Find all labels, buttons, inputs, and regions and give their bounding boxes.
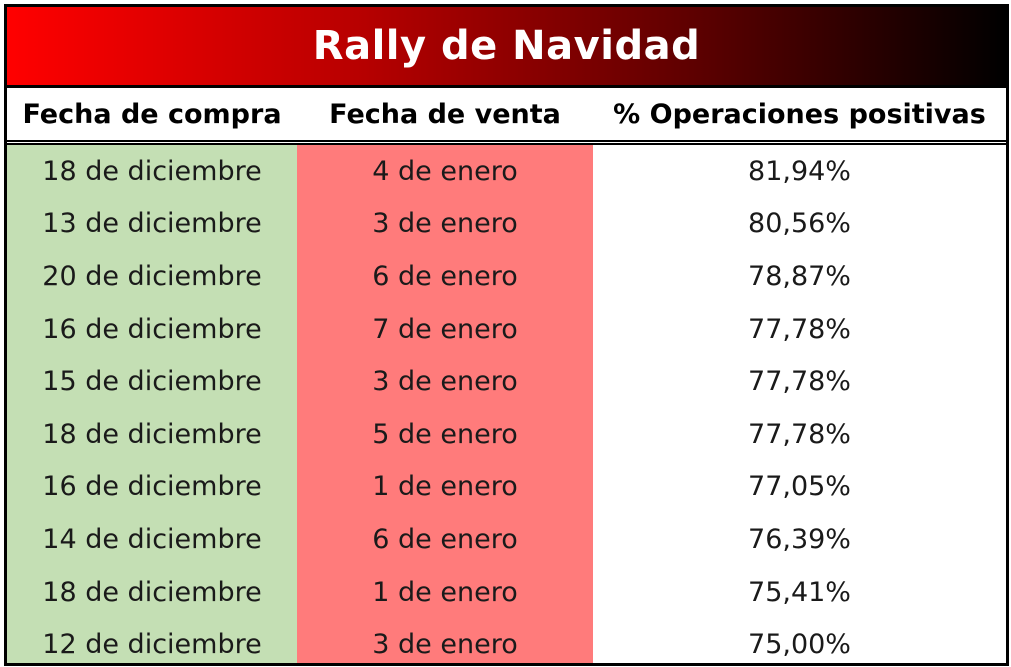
- cell-porcentaje: 77,78%: [748, 366, 851, 398]
- header-fecha-venta: Fecha de venta: [329, 98, 561, 130]
- cell-fecha-compra: 12 de diciembre: [42, 629, 262, 661]
- cell-fecha-compra: 14 de diciembre: [42, 523, 262, 555]
- cell-fecha-venta: 1 de enero: [372, 471, 518, 503]
- buy-column-background: [7, 145, 297, 663]
- cell-fecha-compra: 18 de diciembre: [42, 155, 262, 187]
- cell-porcentaje: 80,56%: [748, 208, 851, 240]
- cell-porcentaje: 77,78%: [748, 418, 851, 450]
- table-title: Rally de Navidad: [312, 23, 701, 69]
- table-title-bar: Rally de Navidad: [7, 7, 1006, 88]
- cell-fecha-compra: 15 de diciembre: [42, 366, 262, 398]
- cell-porcentaje: 77,05%: [748, 471, 851, 503]
- cell-porcentaje: 75,41%: [748, 576, 851, 608]
- cell-porcentaje: 81,94%: [748, 155, 851, 187]
- table-row: 13 de diciembre 3 de enero 80,56%: [7, 198, 1006, 251]
- cell-porcentaje: 75,00%: [748, 629, 851, 661]
- table-row: 18 de diciembre 5 de enero 77,78%: [7, 408, 1006, 461]
- cell-porcentaje: 78,87%: [748, 260, 851, 292]
- sell-column-background: [297, 145, 593, 663]
- table-row: 16 de diciembre 1 de enero 77,05%: [7, 461, 1006, 514]
- table-row: 18 de diciembre 1 de enero 75,41%: [7, 566, 1006, 619]
- header-row: Fecha de compra Fecha de venta % Operaci…: [7, 88, 1006, 145]
- table-row: 12 de diciembre 3 de enero 75,00%: [7, 618, 1006, 663]
- header-operaciones-positivas: % Operaciones positivas: [613, 98, 986, 130]
- cell-fecha-venta: 1 de enero: [372, 576, 518, 608]
- cell-porcentaje: 77,78%: [748, 313, 851, 345]
- table-row: 16 de diciembre 7 de enero 77,78%: [7, 303, 1006, 356]
- cell-fecha-compra: 20 de diciembre: [42, 260, 262, 292]
- table-row: 15 de diciembre 3 de enero 77,78%: [7, 355, 1006, 408]
- cell-fecha-venta: 4 de enero: [372, 155, 518, 187]
- cell-porcentaje: 76,39%: [748, 523, 851, 555]
- cell-fecha-compra: 16 de diciembre: [42, 313, 262, 345]
- table-body: 18 de diciembre 4 de enero 81,94% 13 de …: [7, 145, 1006, 663]
- cell-fecha-venta: 6 de enero: [372, 260, 518, 292]
- cell-fecha-venta: 3 de enero: [372, 208, 518, 240]
- cell-fecha-venta: 3 de enero: [372, 366, 518, 398]
- rally-table: Rally de Navidad Fecha de compra Fecha d…: [4, 4, 1009, 666]
- cell-fecha-venta: 7 de enero: [372, 313, 518, 345]
- cell-fecha-venta: 5 de enero: [372, 418, 518, 450]
- percent-column-background: [593, 145, 1006, 663]
- cell-fecha-compra: 18 de diciembre: [42, 576, 262, 608]
- cell-fecha-venta: 3 de enero: [372, 629, 518, 661]
- table-row: 14 de diciembre 6 de enero 76,39%: [7, 513, 1006, 566]
- cell-fecha-compra: 18 de diciembre: [42, 418, 262, 450]
- cell-fecha-compra: 16 de diciembre: [42, 471, 262, 503]
- table-row: 18 de diciembre 4 de enero 81,94%: [7, 145, 1006, 198]
- cell-fecha-venta: 6 de enero: [372, 523, 518, 555]
- table-row: 20 de diciembre 6 de enero 78,87%: [7, 250, 1006, 303]
- cell-fecha-compra: 13 de diciembre: [42, 208, 262, 240]
- header-fecha-compra: Fecha de compra: [22, 98, 282, 130]
